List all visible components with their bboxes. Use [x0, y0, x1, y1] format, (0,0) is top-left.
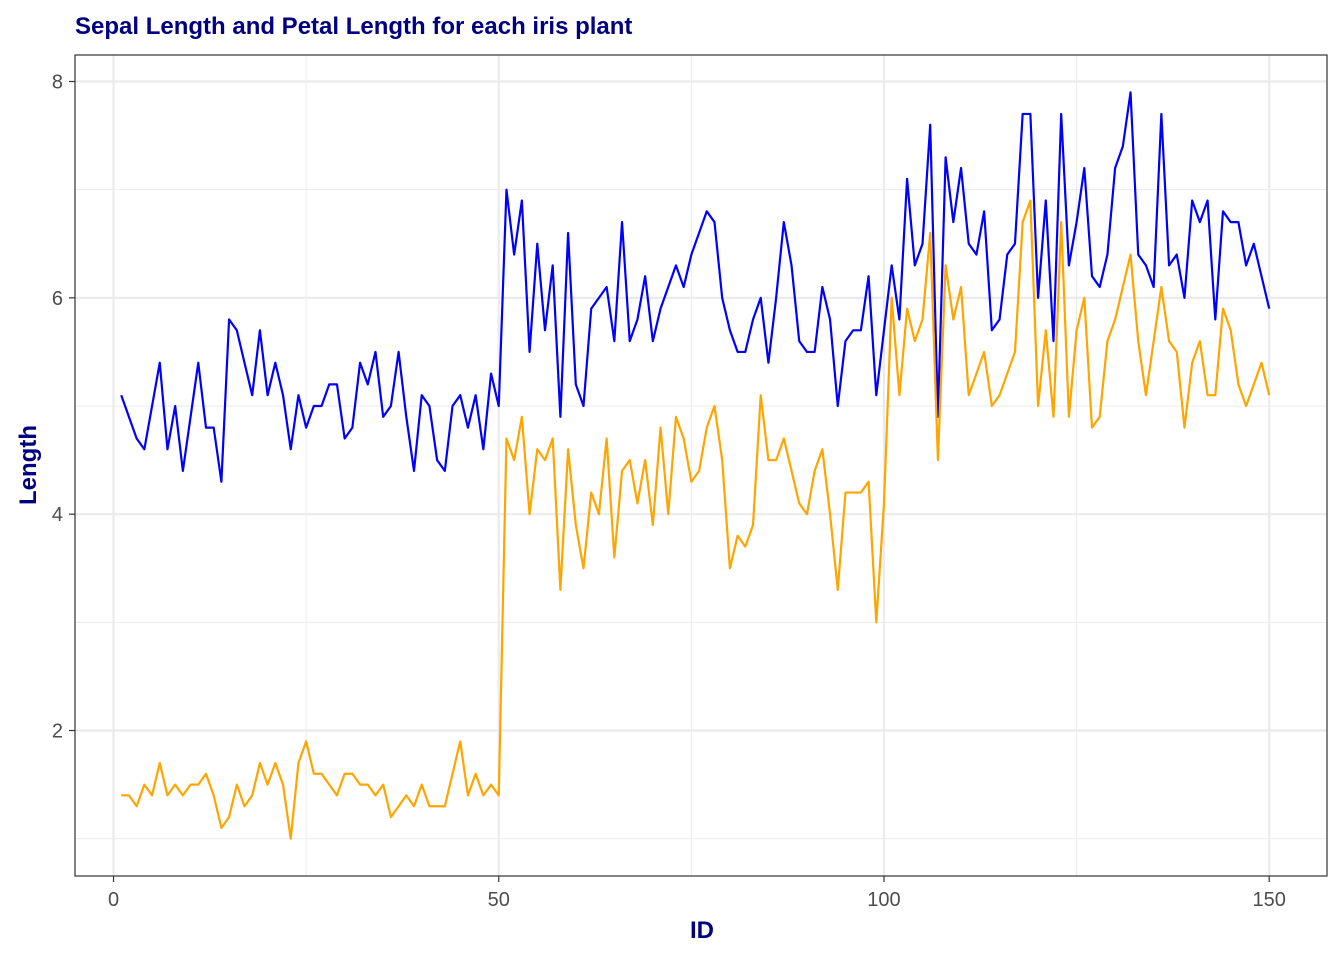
x-axis-label: ID: [690, 917, 714, 944]
y-tick-label: 6: [52, 288, 63, 310]
x-tick-label: 0: [108, 889, 119, 911]
series-line-petal-length: [121, 199, 1271, 840]
x-tick-label: 50: [488, 889, 510, 911]
y-axis-label: Length: [15, 425, 42, 505]
x-tick-label: 150: [1253, 889, 1286, 911]
panel-border: [74, 54, 1328, 877]
axes: 0 50 100 150 2 4 6 8: [52, 72, 1286, 911]
series-lines: [120, 91, 1271, 840]
y-tick-label: 4: [52, 504, 63, 526]
y-tick-label: 8: [52, 72, 63, 94]
x-tick-label: 100: [867, 889, 900, 911]
y-tick-label: 2: [52, 721, 63, 743]
chart-title: Sepal Length and Petal Length for each i…: [75, 13, 632, 40]
series-line-sepal-length: [120, 91, 1271, 483]
